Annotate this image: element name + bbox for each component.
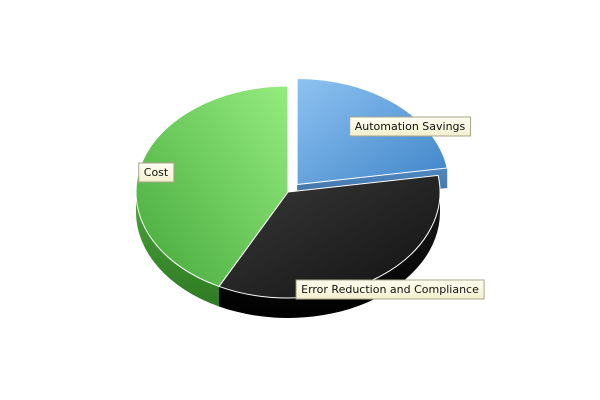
slice-label-box (349, 116, 472, 137)
slice-label-text: Error Reduction and Compliance (301, 283, 479, 296)
slice-label-box (138, 162, 175, 183)
slice-label-text: Automation Savings (355, 120, 466, 133)
slice-label-cost: Cost (138, 162, 175, 183)
slice-label-text: Cost (144, 166, 169, 179)
pie-slice-error-reduction-and-compliance[interactable] (218, 174, 441, 299)
slice-label-error-reduction-and-compliance: Error Reduction and Compliance (295, 279, 485, 300)
labels-layer: Automation Savings Error Reduction and Co… (138, 116, 485, 300)
slice-label-box (295, 279, 485, 300)
slice-label-automation-savings: Automation Savings (349, 116, 472, 137)
